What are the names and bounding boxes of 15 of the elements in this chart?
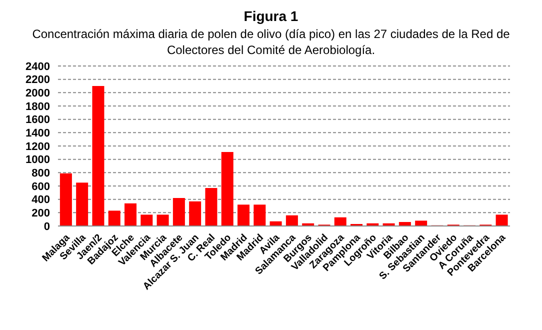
y-tick-label: 800 bbox=[32, 168, 50, 180]
y-tick-label: 1200 bbox=[26, 140, 50, 153]
y-tick-label: 2200 bbox=[26, 74, 50, 86]
y-tick-label: 1600 bbox=[26, 114, 50, 126]
y-tick-label: 200 bbox=[32, 208, 50, 220]
y-tick-label: 1400 bbox=[26, 128, 50, 140]
y-tick-label: 400 bbox=[32, 194, 50, 206]
y-tick-label: 1000 bbox=[26, 154, 50, 166]
y-tick-label: 2000 bbox=[26, 88, 50, 100]
y-tick-label: 2400 bbox=[26, 60, 50, 73]
chart-subtitle: Concentración máxima diaria de polen de olivo (día pico) en las 27 ciudades de la Red de Colectores del Comité de Aerobiología. bbox=[31, 26, 511, 58]
y-tick-label: 0 bbox=[44, 220, 50, 233]
y-tick-label: 600 bbox=[32, 180, 50, 193]
chart-title: Figura 1 bbox=[242, 8, 300, 24]
y-tick-label: 1800 bbox=[26, 100, 50, 113]
